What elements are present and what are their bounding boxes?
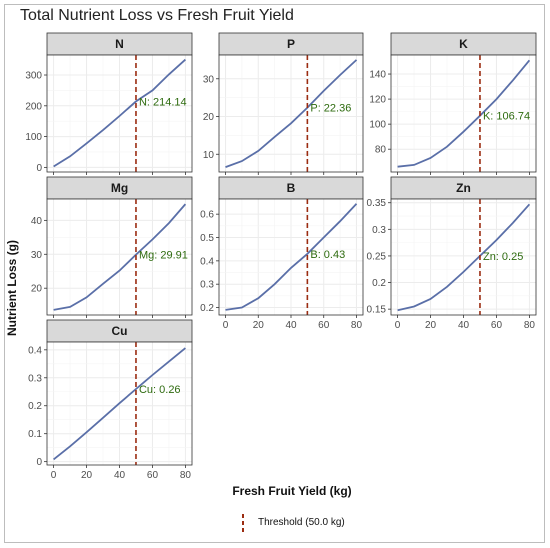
series-line bbox=[397, 59, 531, 168]
y-tick-label: 0.6 bbox=[200, 210, 214, 221]
y-tick-label: 120 bbox=[369, 95, 386, 106]
threshold-annotation: Mg: 29.91 bbox=[139, 250, 188, 262]
y-tick-label: 0.2 bbox=[200, 303, 214, 314]
figure-frame bbox=[4, 4, 545, 543]
facet-strip-label: Zn bbox=[456, 181, 471, 195]
y-tick-label: 0 bbox=[36, 163, 42, 174]
y-tick-label: 0.35 bbox=[367, 198, 387, 209]
threshold-annotation: N: 214.14 bbox=[139, 96, 187, 108]
x-tick-label: 80 bbox=[351, 320, 363, 331]
x-tick-label: 80 bbox=[524, 320, 536, 331]
x-tick-label: 40 bbox=[458, 320, 470, 331]
y-tick-label: 30 bbox=[31, 250, 43, 261]
threshold-annotation: P: 22.36 bbox=[310, 103, 351, 115]
y-tick-label: 0.3 bbox=[372, 225, 386, 236]
series-line bbox=[225, 59, 358, 168]
series-line bbox=[53, 347, 186, 461]
facet-strip-label: B bbox=[287, 181, 296, 195]
y-tick-label: 80 bbox=[375, 145, 387, 156]
y-tick-label: 20 bbox=[31, 284, 43, 295]
facet-panel-n: NN: 214.140100200300020406080 bbox=[25, 32, 193, 188]
chart-title: Total Nutrient Loss vs Fresh Fruit Yield bbox=[20, 7, 294, 24]
facet-panel-zn: Zn Zn: 0.25 0.15 0.2 0.25 0.3 0.35 0 20 40 60 80 bbox=[367, 176, 537, 331]
y-tick-label: 10 bbox=[203, 150, 215, 161]
y-tick-label: 140 bbox=[369, 70, 386, 81]
y-tick-label: 0.3 bbox=[28, 373, 42, 384]
x-tick-label: 60 bbox=[318, 320, 330, 331]
legend-threshold-key bbox=[242, 514, 244, 532]
legend-label: Threshold (50.0 kg) bbox=[258, 517, 345, 528]
threshold-annotation: B: 0.43 bbox=[310, 249, 345, 261]
facet-panel-b: B B: 0.43 0.2 0.3 0.4 0.5 0.6 0 20 40 60 80 bbox=[200, 176, 364, 331]
y-tick-label: 0 bbox=[36, 457, 42, 468]
threshold-annotation: Cu: 0.26 bbox=[139, 384, 181, 396]
facet-panel-cu: Cu Cu: 0.26 0 0.1 0.2 0.3 0.4 0 20 40 60 80 bbox=[28, 319, 193, 481]
y-tick-label: 0.25 bbox=[367, 251, 387, 262]
y-tick-label: 0.3 bbox=[200, 280, 214, 291]
facet-strip-label: Cu bbox=[112, 324, 128, 338]
x-tick-label: 0 bbox=[223, 320, 229, 331]
threshold-annotation: K: 106.74 bbox=[483, 111, 530, 123]
y-tick-label: 100 bbox=[369, 120, 386, 131]
facet-strip-label: Mg bbox=[111, 181, 128, 195]
x-tick-label: 40 bbox=[114, 470, 126, 481]
x-tick-label: 20 bbox=[425, 320, 437, 331]
series-line bbox=[53, 58, 187, 168]
x-tick-label: 0 bbox=[51, 470, 57, 481]
y-tick-label: 0.4 bbox=[28, 345, 42, 356]
series-line bbox=[53, 203, 187, 311]
x-tick-label: 20 bbox=[81, 470, 93, 481]
y-tick-label: 300 bbox=[25, 71, 42, 82]
facet-strip-label: N bbox=[115, 37, 124, 51]
y-tick-label: 0.4 bbox=[200, 256, 214, 267]
threshold-annotation: Zn: 0.25 bbox=[483, 251, 523, 263]
x-axis-label: Fresh Fruit Yield (kg) bbox=[232, 484, 352, 498]
y-tick-label: 0.5 bbox=[200, 233, 214, 244]
facet-panel-k: KK: 106.7480100120140020406080 bbox=[369, 32, 537, 188]
y-tick-label: 100 bbox=[25, 132, 42, 143]
facet-strip-label: K bbox=[459, 37, 468, 51]
y-tick-label: 200 bbox=[25, 101, 42, 112]
series-line bbox=[225, 203, 358, 311]
y-tick-label: 0.2 bbox=[28, 401, 42, 412]
x-tick-label: 60 bbox=[491, 320, 503, 331]
x-tick-label: 20 bbox=[253, 320, 265, 331]
x-tick-label: 80 bbox=[180, 470, 192, 481]
y-tick-label: 20 bbox=[203, 112, 215, 123]
y-tick-label: 0.2 bbox=[372, 278, 386, 289]
x-tick-label: 0 bbox=[395, 320, 401, 331]
y-tick-label: 30 bbox=[203, 74, 215, 85]
facet-strip-label: P bbox=[287, 37, 295, 51]
y-tick-label: 40 bbox=[31, 216, 43, 227]
x-tick-label: 60 bbox=[147, 470, 159, 481]
x-tick-label: 40 bbox=[285, 320, 297, 331]
y-tick-label: 0.1 bbox=[28, 429, 42, 440]
series-line bbox=[397, 203, 531, 312]
y-tick-label: 0.15 bbox=[367, 305, 387, 316]
facet-panel-p: PP: 22.36102030020406080 bbox=[203, 32, 364, 188]
